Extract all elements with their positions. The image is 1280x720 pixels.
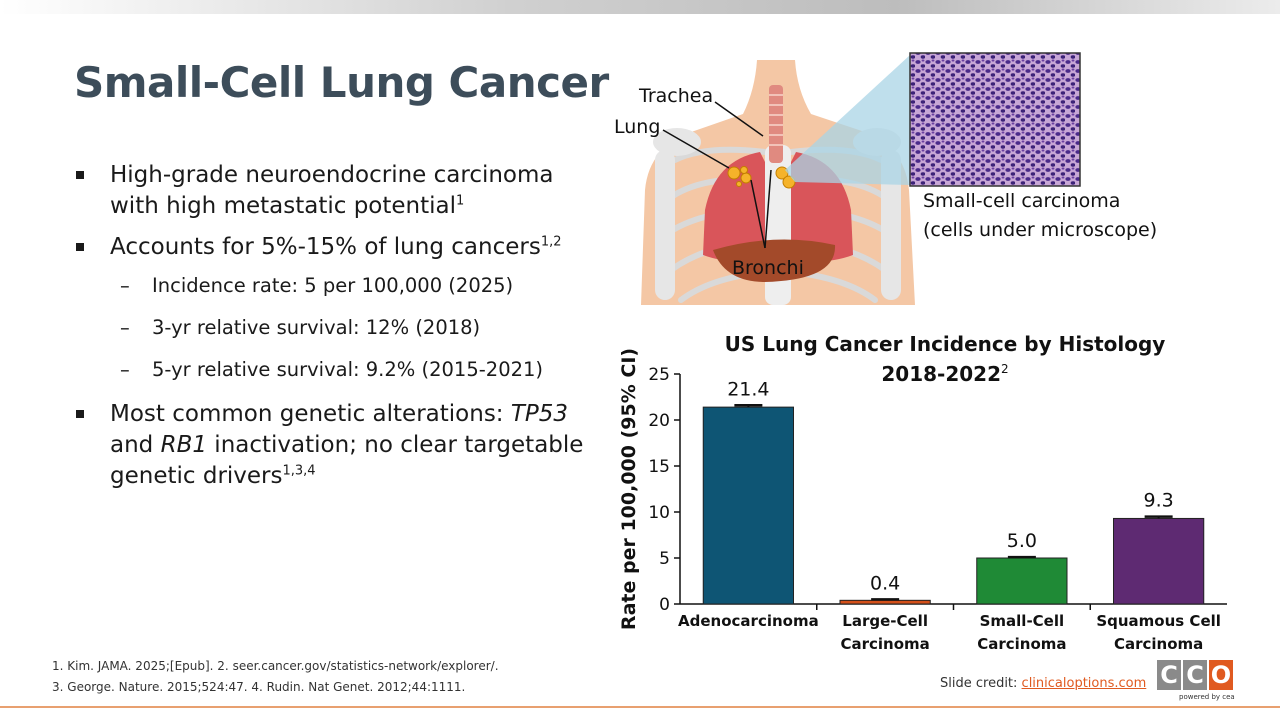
footnotes: 1. Kim. JAMA. 2025;[Epub]. 2. seer.cance… [52,656,499,698]
value-label-2: 5.0 [1007,530,1037,552]
bar-2 [976,557,1068,605]
bullet-3-rest: inactivation; no clear targetable geneti… [110,432,584,489]
label-bronchi: Bronchi [732,257,804,279]
anatomy-figure: Trachea Lung Bronchi Small-cell carcinom… [614,52,1157,305]
chart-title: US Lung Cancer Incidence by Histology [725,332,1166,356]
gene-tp53: TP53 [510,401,569,427]
sub-bullet-incidence-text: Incidence rate: 5 per 100,000 (2025) [152,274,514,297]
bullet-list: High-grade neuroendocrine carcinoma with… [74,160,594,502]
logo-letter-c1: C [1157,660,1181,690]
sub-bullet-5yr-text: 5-yr relative survival: 9.2% (2015-2021) [152,358,544,381]
zoom-wedge [785,55,910,185]
logo-tagline: powered by cea [1179,693,1235,701]
category-label-3: Squamous Cell [1096,612,1221,630]
footnote-line-2: 3. George. Nature. 2015;524:47. 4. Rudin… [52,680,466,694]
category-label-0: Adenocarcinoma [678,612,819,630]
label-lung: Lung [614,116,660,138]
bullet-2-refs: 1,2 [540,234,562,250]
logo-letter-c2: C [1183,660,1207,690]
y-tick-label: 20 [648,411,670,431]
slide-title: Small-Cell Lung Cancer [74,58,609,107]
value-label-3: 9.3 [1144,490,1174,512]
y-tick-label: 0 [659,595,670,615]
y-tick-label: 10 [648,503,670,523]
value-label-1: 0.4 [870,572,900,594]
value-label-0: 21.4 [727,378,769,400]
svg-text:2018-20222: 2018-20222 [881,362,1008,386]
footnote-line-1: 1. Kim. JAMA. 2025;[Epub]. 2. seer.cance… [52,659,499,673]
bullet-1-refs: 1 [456,193,465,209]
gene-rb1: RB1 [160,432,207,458]
label-microscope-1: Small-cell carcinoma [923,190,1120,212]
bullet-3-and: and [110,432,161,458]
liver [713,239,836,282]
y-tick-label: 15 [648,457,670,477]
tumor-nodules [727,166,796,189]
bar-0 [702,406,795,605]
slide-credit: Slide credit: clinicaloptions.com [940,676,1146,691]
category-label-1: Carcinoma [840,635,929,653]
bullet-3: Most common genetic alterations: TP53 an… [74,399,594,492]
sub-bullet-3yr: 3-yr relative survival: 12% (2018) [74,315,594,341]
bottom-rule [0,706,1280,708]
bar-1 [839,599,931,605]
sub-bullet-5yr: 5-yr relative survival: 9.2% (2015-2021) [74,357,594,383]
incidence-bar-chart: US Lung Cancer Incidence by Histology 20… [618,332,1227,653]
bullet-3-refs: 1,3,4 [282,463,316,479]
y-tick-label: 25 [648,365,670,385]
chart-subtitle-ref: 2 [1001,362,1009,376]
cco-logo: C C O powered by cea [1157,660,1235,706]
y-tick-label: 5 [659,549,670,569]
bullet-1-text: High-grade neuroendocrine carcinoma with… [110,162,554,219]
label-microscope-2: (cells under microscope) [923,219,1157,241]
category-label-1: Large-Cell [842,612,928,630]
bullet-3-lead: Most common genetic alterations: [110,401,511,427]
bar-3 [1112,517,1205,605]
credit-prefix: Slide credit: [940,676,1022,691]
bullet-2-text: Accounts for 5%-15% of lung cancers [110,234,541,260]
chart-subtitle: 2018-2022 [881,362,1001,386]
y-axis-label: Rate per 100,000 (95% CI) [618,348,640,630]
sub-bullet-3yr-text: 3-yr relative survival: 12% (2018) [152,316,481,339]
credit-link[interactable]: clinicaloptions.com [1021,676,1147,691]
category-label-2: Small-Cell [980,612,1065,630]
top-gradient-bar [0,0,1280,14]
category-label-2: Carcinoma [977,635,1066,653]
sub-bullet-incidence: Incidence rate: 5 per 100,000 (2025) [74,273,594,299]
bullet-2: Accounts for 5%-15% of lung cancers1,2 [74,232,594,263]
microscope-image [909,52,1081,187]
category-label-3: Carcinoma [1114,635,1203,653]
label-trachea: Trachea [638,85,713,107]
bullet-1: High-grade neuroendocrine carcinoma with… [74,160,594,222]
logo-letter-o: O [1209,660,1233,690]
